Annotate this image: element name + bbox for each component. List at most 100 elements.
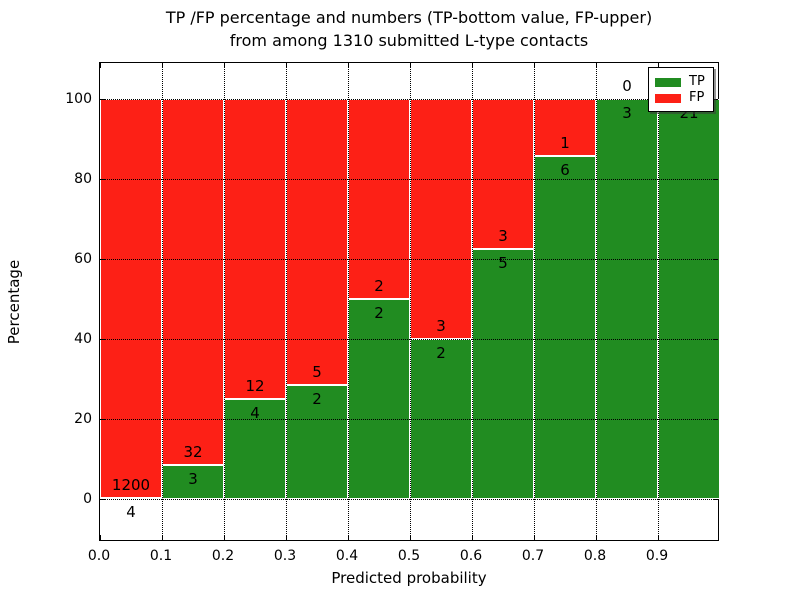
x-tick-mark xyxy=(472,535,473,540)
x-tick-mark-top xyxy=(596,63,597,68)
chart-title: TP /FP percentage and numbers (TP-bottom… xyxy=(99,6,719,52)
x-tick-mark-top xyxy=(348,63,349,68)
plot-area: 12004323124522232351603021 xyxy=(99,62,720,541)
y-gridline xyxy=(100,419,718,420)
chart-title-line2: from among 1310 submitted L-type contact… xyxy=(229,31,589,50)
fp-bar-segment xyxy=(348,99,410,299)
x-gridline xyxy=(286,63,287,540)
x-tick-mark-top xyxy=(162,63,163,68)
tp-legend-swatch xyxy=(655,77,681,87)
y-gridline xyxy=(100,499,718,500)
fp-bar-segment xyxy=(224,99,286,399)
x-tick-mark xyxy=(348,535,349,540)
x-gridline xyxy=(534,63,535,540)
x-tick-label: 0.5 xyxy=(397,548,421,564)
y-gridline xyxy=(100,179,718,180)
tp-count-label: 6 xyxy=(560,161,570,180)
x-tick-mark-top xyxy=(410,63,411,68)
tp-bar-segment xyxy=(596,99,658,499)
tp-bar-segment xyxy=(658,99,720,499)
y-tick-label: 80 xyxy=(74,171,92,187)
x-tick-mark-top xyxy=(100,63,101,68)
x-gridline xyxy=(596,63,597,540)
x-tick-mark xyxy=(658,535,659,540)
x-gridline xyxy=(162,63,163,540)
x-gridline xyxy=(348,63,349,540)
y-gridline xyxy=(100,339,718,340)
x-gridline xyxy=(658,63,659,540)
tp-count-label: 2 xyxy=(312,389,322,408)
y-tick-mark xyxy=(100,419,105,420)
tp-count-label: 5 xyxy=(498,254,508,272)
tp-bar-segment xyxy=(286,384,348,499)
y-tick-mark-right xyxy=(713,499,718,500)
legend: TP FP xyxy=(648,67,714,112)
x-tick-mark-top xyxy=(472,63,473,68)
x-tick-mark xyxy=(286,535,287,540)
x-tick-label: 0.9 xyxy=(645,548,669,564)
fp-count-label: 1200 xyxy=(111,475,151,494)
x-tick-label: 0.2 xyxy=(211,548,235,564)
y-tick-mark-right xyxy=(713,259,718,260)
tp-count-label: 4 xyxy=(250,404,260,422)
tp-count-label: 3 xyxy=(188,469,198,488)
tp-count-label: 3 xyxy=(622,104,632,122)
y-tick-label: 100 xyxy=(65,91,92,107)
fp-count-label: 1 xyxy=(560,134,570,153)
y-axis-label: Percentage xyxy=(5,259,23,345)
x-tick-mark xyxy=(596,535,597,540)
legend-item: TP xyxy=(655,74,707,90)
y-tick-mark xyxy=(100,259,105,260)
y-tick-mark xyxy=(100,339,105,340)
x-axis-label: Predicted probability xyxy=(331,569,487,587)
x-tick-label: 0.0 xyxy=(87,548,111,564)
legend-item: FP xyxy=(655,90,707,106)
y-tick-mark xyxy=(100,99,105,100)
y-tick-mark xyxy=(100,499,105,500)
x-tick-mark xyxy=(162,535,163,540)
tp-count-label: 2 xyxy=(374,304,384,322)
fp-count-label: 5 xyxy=(312,362,322,381)
y-tick-mark-right xyxy=(713,179,718,180)
y-tick-label: 60 xyxy=(74,251,92,267)
x-tick-mark xyxy=(410,535,411,540)
fp-bar-segment xyxy=(100,99,162,498)
tp-count-label: 4 xyxy=(126,502,136,521)
tp-bar-segment xyxy=(162,464,224,499)
x-tick-label: 0.6 xyxy=(459,548,483,564)
y-gridline xyxy=(100,259,718,260)
x-tick-mark-top xyxy=(286,63,287,68)
fp-count-label: 12 xyxy=(245,377,265,395)
x-tick-mark xyxy=(534,535,535,540)
x-tick-mark-top xyxy=(534,63,535,68)
x-tick-label: 0.3 xyxy=(273,548,297,564)
x-gridline xyxy=(410,63,411,540)
tp-bar-segment xyxy=(348,299,410,499)
fp-bar-segment xyxy=(410,99,472,339)
fp-count-label: 0 xyxy=(622,77,632,95)
fp-bar-segment xyxy=(162,99,224,465)
legend-label: FP xyxy=(689,90,705,105)
tp-bar-segment xyxy=(472,249,534,499)
fp-bar-segment xyxy=(286,99,348,385)
x-tick-mark xyxy=(224,535,225,540)
y-tick-label: 40 xyxy=(74,331,92,347)
y-tick-mark xyxy=(100,179,105,180)
x-tick-label: 0.7 xyxy=(521,548,545,564)
x-tick-mark-top xyxy=(224,63,225,68)
x-tick-label: 0.1 xyxy=(149,548,173,564)
fp-count-label: 2 xyxy=(374,277,384,295)
tp-bar-segment xyxy=(534,156,596,499)
fp-count-label: 3 xyxy=(436,317,446,335)
fp-legend-swatch xyxy=(655,93,681,103)
chart-title-line1: TP /FP percentage and numbers (TP-bottom… xyxy=(165,8,653,27)
y-tick-label: 20 xyxy=(74,411,92,427)
tp-count-label: 2 xyxy=(436,344,446,362)
fp-count-label: 32 xyxy=(183,442,203,461)
x-gridline xyxy=(472,63,473,540)
x-tick-mark-top xyxy=(658,63,659,68)
y-tick-mark-right xyxy=(713,339,718,340)
legend-label: TP xyxy=(689,74,705,89)
x-tick-mark xyxy=(100,535,101,540)
